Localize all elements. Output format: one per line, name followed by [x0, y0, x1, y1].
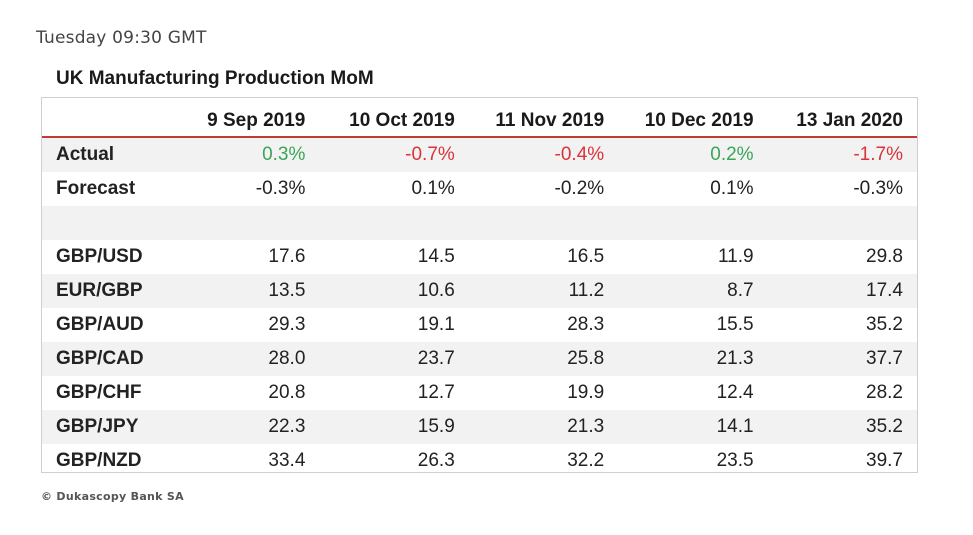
- pair-value: 12.4: [716, 382, 754, 403]
- pair-row-gbpnzd: GBP/NZD 33.4 26.3 32.2 23.5 39.7: [42, 444, 917, 478]
- row-label: GBP/USD: [56, 246, 143, 267]
- pair-value: 11.2: [468, 274, 619, 308]
- pair-value: 37.7: [767, 342, 917, 376]
- pair-row-gbpchf: GBP/CHF 20.8 12.7 19.9 12.4 28.2: [42, 376, 917, 410]
- pair-value: 12.7: [417, 382, 455, 403]
- row-label: GBP/CHF: [56, 382, 142, 403]
- pair-value: 22.3: [170, 410, 320, 444]
- pair-value: 28.0: [170, 342, 320, 376]
- pair-value: 16.5: [567, 246, 605, 267]
- pair-value: 35.2: [767, 410, 917, 444]
- pair-value: 21.3: [468, 410, 619, 444]
- spacer-cell: [767, 206, 917, 240]
- pair-value: 15.9: [319, 410, 469, 444]
- actual-value: 0.3%: [170, 137, 320, 172]
- spacer-cell: [319, 206, 469, 240]
- actual-value: -0.4%: [468, 137, 619, 172]
- actual-value: -1.7%: [767, 137, 917, 172]
- row-label: GBP/NZD: [56, 450, 142, 471]
- pair-value: 23.5: [716, 450, 754, 471]
- forecast-value: 0.1%: [710, 178, 754, 199]
- pair-value: 35.2: [866, 314, 903, 335]
- pair-value: 21.3: [618, 342, 768, 376]
- table-header-row: 9 Sep 2019 10 Oct 2019 11 Nov 2019 10 De…: [42, 98, 917, 138]
- data-table-container: 9 Sep 2019 10 Oct 2019 11 Nov 2019 10 De…: [41, 97, 918, 473]
- row-label: Actual: [42, 137, 170, 172]
- pair-row-gbpjpy: GBP/JPY 22.3 15.9 21.3 14.1 35.2: [42, 410, 917, 444]
- pair-value: 14.5: [417, 246, 455, 267]
- pair-value: 14.1: [618, 410, 768, 444]
- pair-value: 10.6: [319, 274, 469, 308]
- actual-value: -0.7%: [319, 137, 469, 172]
- pair-value: 39.7: [866, 450, 903, 471]
- spacer-cell: [468, 206, 619, 240]
- pair-value: 29.8: [866, 246, 903, 267]
- pair-value: 11.9: [717, 246, 754, 267]
- row-label: EUR/GBP: [42, 274, 170, 308]
- copyright-footer: © Dukascopy Bank SA: [41, 490, 184, 503]
- pair-value: 33.4: [268, 450, 306, 471]
- row-label: GBP/CAD: [42, 342, 170, 376]
- column-header: 10 Dec 2019: [618, 98, 768, 138]
- pair-value: 17.4: [767, 274, 917, 308]
- pair-value: 28.2: [866, 382, 903, 403]
- pair-value: 28.3: [567, 314, 605, 335]
- row-label: GBP/JPY: [42, 410, 170, 444]
- pair-row-gbpaud: GBP/AUD 29.3 19.1 28.3 15.5 35.2: [42, 308, 917, 342]
- forecast-value: -0.3%: [853, 178, 903, 199]
- forecast-value: -0.3%: [255, 178, 306, 199]
- release-time: Tuesday 09:30 GMT: [36, 28, 207, 48]
- spacer-row: [42, 206, 917, 240]
- spacer-cell: [170, 206, 320, 240]
- pair-value: 19.1: [417, 314, 455, 335]
- table-title: UK Manufacturing Production MoM: [56, 68, 374, 89]
- forecast-value: 0.1%: [411, 178, 455, 199]
- forecast-row: Forecast -0.3% 0.1% -0.2% 0.1% -0.3%: [42, 172, 917, 206]
- column-header: 10 Oct 2019: [319, 98, 469, 138]
- pair-value: 32.2: [567, 450, 605, 471]
- data-table: 9 Sep 2019 10 Oct 2019 11 Nov 2019 10 De…: [42, 98, 917, 478]
- pair-value: 29.3: [268, 314, 306, 335]
- actual-value: 0.2%: [618, 137, 768, 172]
- row-label: Forecast: [56, 178, 136, 199]
- pair-value: 13.5: [170, 274, 320, 308]
- pair-row-eurgbp: EUR/GBP 13.5 10.6 11.2 8.7 17.4: [42, 274, 917, 308]
- spacer-cell: [42, 206, 170, 240]
- pair-row-gbpusd: GBP/USD 17.6 14.5 16.5 11.9 29.8: [42, 240, 917, 274]
- row-label: GBP/AUD: [56, 314, 144, 335]
- column-header: 13 Jan 2020: [767, 98, 917, 138]
- column-header: 9 Sep 2019: [170, 98, 320, 138]
- spacer-cell: [618, 206, 768, 240]
- header-label-cell: [42, 98, 170, 138]
- pair-value: 19.9: [567, 382, 605, 403]
- pair-value: 8.7: [618, 274, 768, 308]
- pair-value: 15.5: [716, 314, 754, 335]
- pair-value: 20.8: [268, 382, 306, 403]
- pair-value: 26.3: [417, 450, 455, 471]
- pair-value: 23.7: [319, 342, 469, 376]
- actual-row: Actual 0.3% -0.7% -0.4% 0.2% -1.7%: [42, 137, 917, 172]
- pair-value: 17.6: [268, 246, 306, 267]
- forecast-value: -0.2%: [554, 178, 605, 199]
- pair-row-gbpcad: GBP/CAD 28.0 23.7 25.8 21.3 37.7: [42, 342, 917, 376]
- column-header: 11 Nov 2019: [468, 98, 619, 138]
- pair-value: 25.8: [468, 342, 619, 376]
